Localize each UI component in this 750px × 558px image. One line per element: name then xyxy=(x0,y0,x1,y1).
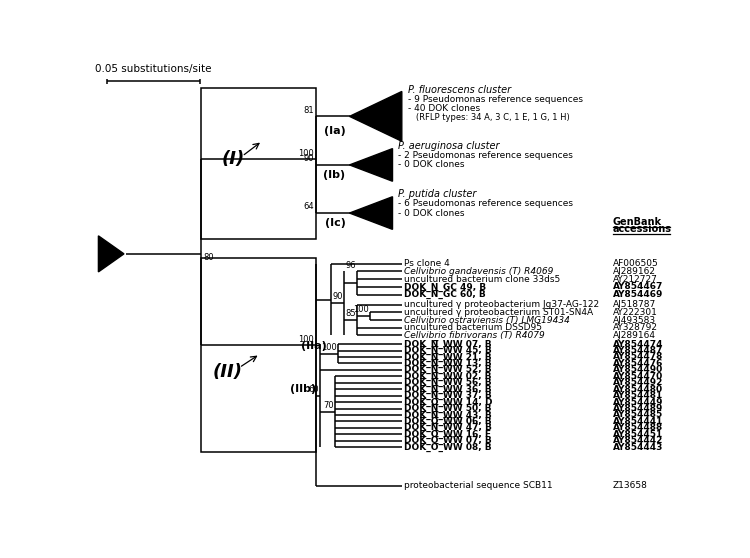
Text: AY328792: AY328792 xyxy=(613,323,658,332)
Text: uncultured γ proteobacterium ST01-SN4A: uncultured γ proteobacterium ST01-SN4A xyxy=(404,308,592,317)
Text: 85: 85 xyxy=(345,309,356,318)
Text: AY854467: AY854467 xyxy=(613,282,663,291)
Text: AY854476: AY854476 xyxy=(613,359,663,368)
Text: AJ518787: AJ518787 xyxy=(613,300,656,309)
Text: uncultured γ proteobacterium Jg37-AG-122: uncultured γ proteobacterium Jg37-AG-122 xyxy=(404,300,598,309)
Text: DOK̅_N̅_WW 45, B: DOK̅_N̅_WW 45, B xyxy=(404,346,491,355)
Text: DOK̅_O̅_WW 14, D: DOK̅_O̅_WW 14, D xyxy=(404,397,492,407)
Text: AF006505: AF006505 xyxy=(613,259,658,268)
Text: (IIa): (IIa) xyxy=(301,341,326,351)
Text: 64: 64 xyxy=(304,203,314,211)
Text: uncultured bacterium clone 33ds5: uncultured bacterium clone 33ds5 xyxy=(404,275,560,283)
Text: DOK̅_N̅_WW 50, B: DOK̅_N̅_WW 50, B xyxy=(404,404,491,413)
Text: 0.05 substitutions/site: 0.05 substitutions/site xyxy=(95,64,211,74)
Text: 80: 80 xyxy=(203,253,214,262)
Text: DOK̅_N̅_WW 02, B: DOK̅_N̅_WW 02, B xyxy=(404,372,491,381)
Text: GenBank: GenBank xyxy=(613,217,662,227)
Text: DOK̅_O̅_WW 08, B: DOK̅_O̅_WW 08, B xyxy=(404,442,491,452)
Text: DOK̅_N̅_WW 47, B: DOK̅_N̅_WW 47, B xyxy=(404,424,491,432)
Text: AY854443: AY854443 xyxy=(613,442,663,452)
Text: Ps clone 4: Ps clone 4 xyxy=(404,259,449,268)
Text: 100: 100 xyxy=(298,335,314,344)
Text: DOK̅_N̅_WW 21, B: DOK̅_N̅_WW 21, B xyxy=(404,353,491,362)
Text: P. putida cluster: P. putida cluster xyxy=(398,189,477,199)
Text: Z13658: Z13658 xyxy=(613,482,648,490)
Text: 70: 70 xyxy=(323,401,334,410)
Text: accessions: accessions xyxy=(613,224,672,234)
Text: 81: 81 xyxy=(304,105,314,114)
Text: 100: 100 xyxy=(322,343,338,352)
Text: AY854469: AY854469 xyxy=(613,290,663,299)
Text: AY854480: AY854480 xyxy=(613,384,663,394)
Text: - 9 Pseudomonas reference sequences: - 9 Pseudomonas reference sequences xyxy=(408,95,583,104)
Text: - 2 Pseudomonas reference sequences: - 2 Pseudomonas reference sequences xyxy=(398,151,573,160)
Text: AY222301: AY222301 xyxy=(613,308,658,317)
Polygon shape xyxy=(350,92,402,141)
Text: 90: 90 xyxy=(304,154,314,163)
Text: Cellvibrio gandavensis (T) R4069: Cellvibrio gandavensis (T) R4069 xyxy=(404,267,553,276)
Text: - 40 DOK clones: - 40 DOK clones xyxy=(408,104,480,113)
Polygon shape xyxy=(98,236,124,272)
Polygon shape xyxy=(350,148,392,181)
Text: proteobacterial sequence SCB11: proteobacterial sequence SCB11 xyxy=(404,482,552,490)
Text: DOK̅_N̅_WW 37, B: DOK̅_N̅_WW 37, B xyxy=(404,391,491,400)
Text: 96: 96 xyxy=(345,261,356,270)
Text: DOK_N̅_WW 07, B: DOK_N̅_WW 07, B xyxy=(404,339,491,349)
Text: AY854485: AY854485 xyxy=(613,411,663,420)
Text: DOK̅_O̅_WW 07, B: DOK̅_O̅_WW 07, B xyxy=(404,436,491,445)
Text: uncultured bacterium DSSD95: uncultured bacterium DSSD95 xyxy=(404,323,542,332)
Text: (Ib): (Ib) xyxy=(323,170,346,180)
Text: AY854451: AY854451 xyxy=(613,430,663,439)
Text: AJ493583: AJ493583 xyxy=(613,315,656,325)
Text: 90: 90 xyxy=(332,292,343,301)
Text: DOK̅_N̅_WW 43, B: DOK̅_N̅_WW 43, B xyxy=(404,411,491,420)
Text: DOK̅_N̅_WW 52, B: DOK̅_N̅_WW 52, B xyxy=(404,365,491,374)
Text: DOK̅_N̅_WW 13, B: DOK̅_N̅_WW 13, B xyxy=(404,359,491,368)
Text: AY854490: AY854490 xyxy=(613,365,663,374)
Text: Cellvibrio ostraviensis (T) LMG19434: Cellvibrio ostraviensis (T) LMG19434 xyxy=(404,315,569,325)
Text: P. aeruginosa cluster: P. aeruginosa cluster xyxy=(398,141,500,151)
Text: AY854487: AY854487 xyxy=(613,346,663,355)
Text: AY854470: AY854470 xyxy=(613,372,663,381)
Text: P. fluorescens cluster: P. fluorescens cluster xyxy=(408,85,511,95)
Text: (II): (II) xyxy=(212,363,242,381)
Text: AY854442: AY854442 xyxy=(613,436,663,445)
Text: AY854478: AY854478 xyxy=(613,353,663,362)
Polygon shape xyxy=(350,197,392,229)
Text: 100: 100 xyxy=(298,148,314,157)
Text: AY212727: AY212727 xyxy=(613,275,658,283)
Text: 60: 60 xyxy=(309,384,320,393)
Text: (IIb): (IIb) xyxy=(290,383,316,393)
Text: DOK̅_N̅_WW 36, B: DOK̅_N̅_WW 36, B xyxy=(404,384,491,394)
Text: DOK_N_GC 49, B: DOK_N_GC 49, B xyxy=(404,282,486,291)
Text: AJ289164: AJ289164 xyxy=(613,331,656,340)
Text: 100: 100 xyxy=(353,305,369,314)
Text: AY854492: AY854492 xyxy=(613,378,663,387)
Text: (Ic): (Ic) xyxy=(325,218,346,228)
Text: AJ289162: AJ289162 xyxy=(613,267,656,276)
Text: DOK̅_O̅_WW 06, B: DOK̅_O̅_WW 06, B xyxy=(404,417,491,426)
Text: (Ia): (Ia) xyxy=(324,126,346,136)
Bar xyxy=(201,258,316,451)
Text: (I): (I) xyxy=(222,150,245,169)
Text: - 0 DOK clones: - 0 DOK clones xyxy=(398,209,465,218)
Bar xyxy=(201,88,316,239)
Text: (RFLP types: 34 A, 3 C, 1 E, 1 G, 1 H): (RFLP types: 34 A, 3 C, 1 E, 1 G, 1 H) xyxy=(408,113,569,122)
Text: Cellvibrio fibrivorans (T) R4079: Cellvibrio fibrivorans (T) R4079 xyxy=(404,331,544,340)
Text: DOK̅_N̅_GC 60, B: DOK̅_N̅_GC 60, B xyxy=(404,290,485,299)
Text: AY854488: AY854488 xyxy=(613,424,663,432)
Text: - 0 DOK clones: - 0 DOK clones xyxy=(398,160,465,170)
Text: AY854441: AY854441 xyxy=(613,417,663,426)
Text: DOK̅_N̅_WW 56, B: DOK̅_N̅_WW 56, B xyxy=(404,378,491,387)
Text: AY854481: AY854481 xyxy=(613,391,663,400)
Text: - 6 Pseudomonas reference sequences: - 6 Pseudomonas reference sequences xyxy=(398,199,573,208)
Text: AY854489: AY854489 xyxy=(613,404,663,413)
Text: AY854449: AY854449 xyxy=(613,398,663,407)
Text: DOK̅_O̅_WW 16, F: DOK̅_O̅_WW 16, F xyxy=(404,430,490,439)
Text: AY854474: AY854474 xyxy=(613,340,663,349)
